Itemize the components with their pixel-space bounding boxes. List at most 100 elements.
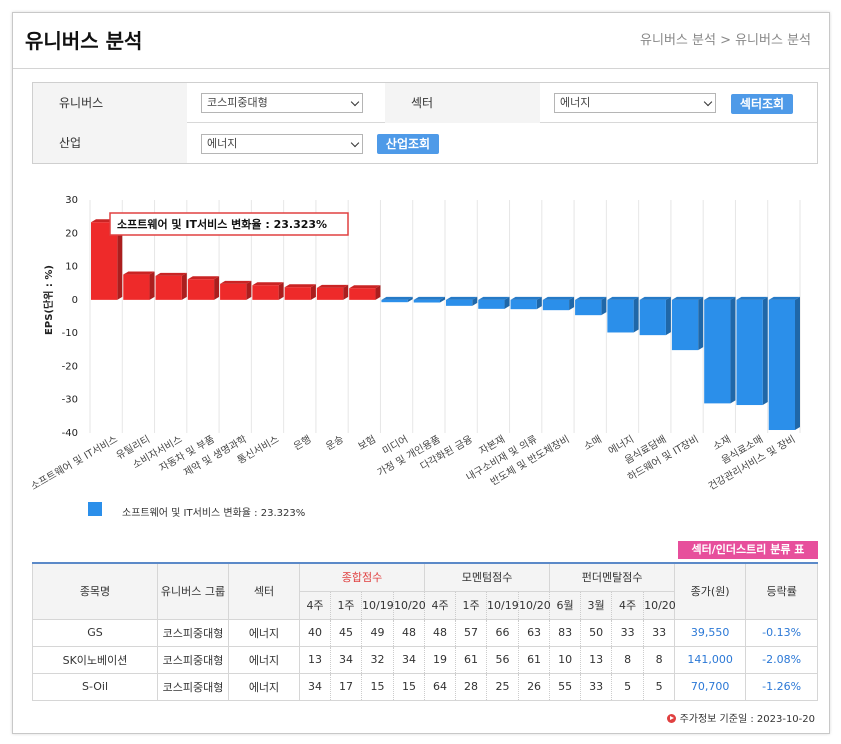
bar-top — [316, 284, 349, 288]
bar — [542, 296, 575, 311]
subcol-fundamental-3[interactable]: 10/20 — [643, 590, 676, 620]
subcol-momentum-1[interactable]: 1주 — [455, 590, 488, 620]
industry-search-button[interactable]: 산업조회 — [377, 134, 439, 154]
subcol-total-0[interactable]: 4주 — [299, 590, 331, 620]
sector-select-value: 에너지 — [560, 96, 591, 109]
change-cell: -2.08% — [745, 645, 819, 674]
bar-top — [575, 296, 607, 300]
bar-top — [607, 296, 639, 300]
sector-select[interactable]: 에너지 — [554, 93, 716, 113]
bar-side — [472, 296, 478, 306]
change-cell: -0.13% — [745, 618, 819, 647]
bar-side — [375, 285, 381, 300]
col-momentum-score[interactable]: 모멘텀점수 — [424, 562, 551, 592]
bar-front — [671, 299, 699, 351]
subcol-fundamental-1[interactable]: 3월 — [580, 590, 613, 620]
bar-front — [187, 279, 215, 300]
fundamental-score-cell: 13 — [580, 645, 613, 674]
bar — [155, 272, 187, 300]
x-tick-label: 소매 — [582, 433, 604, 453]
table-row[interactable]: GS 코스피중대형 에너지 40 45 49 48 48 57 66 63 83 50 33 33 39,55… — [32, 618, 819, 647]
sector-label: 섹터 — [385, 83, 540, 123]
stock-name-cell[interactable]: GS — [32, 618, 158, 647]
stock-name-cell[interactable]: S-Oil — [32, 672, 158, 701]
classification-table-button[interactable]: 섹터/인더스트리 분류 표 — [678, 541, 818, 559]
total-score-cell: 40 — [299, 618, 331, 647]
price-cell: 70,700 — [674, 672, 747, 701]
bar-front — [607, 299, 634, 333]
universe-select-value: 코스피중대형 — [207, 96, 268, 109]
momentum-score-cell: 26 — [518, 672, 551, 701]
bar-front — [446, 299, 473, 306]
bar-front — [252, 285, 279, 300]
chevron-down-icon — [350, 138, 360, 148]
bar-front — [381, 299, 408, 303]
table-row[interactable]: SK이노베이션 코스피중대형 에너지 13 34 32 34 19 61 56 61 10 13 8 8 14… — [32, 645, 819, 674]
filter-panel: 유니버스 코스피중대형 섹터 에너지 섹터조회 산업 에너지 산업조회 — [32, 82, 818, 164]
subcol-momentum-0[interactable]: 4주 — [424, 590, 457, 620]
sector-cell: 에너지 — [228, 645, 300, 674]
play-circle-icon — [666, 714, 676, 723]
universe-select[interactable]: 코스피중대형 — [201, 93, 363, 113]
x-tick-label: 소프트웨어 및 IT서비스 — [29, 433, 120, 490]
score-table: 종목명 유니버스 그룹 섹터 종합점수 모멘텀점수 펀더멘탈점수 종가(원) 등… — [32, 562, 819, 701]
bar-side — [795, 296, 800, 431]
momentum-score-cell: 66 — [486, 618, 520, 647]
subcol-momentum-2[interactable]: 10/19 — [486, 590, 520, 620]
fundamental-score-cell: 83 — [549, 618, 582, 647]
col-price: 종가(원) — [674, 562, 747, 620]
bar — [220, 280, 252, 300]
table-row[interactable]: S-Oil 코스피중대형 에너지 34 17 15 15 64 28 25 26 55 33 5 5 70,7… — [32, 672, 819, 701]
y-tick-label: 20 — [65, 228, 78, 239]
bar — [316, 284, 349, 300]
chart-tooltip: 소프트웨어 및 IT서비스 변화율 : 23.323% — [109, 212, 349, 236]
momentum-score-cell: 57 — [455, 618, 488, 647]
bar-front — [349, 288, 376, 300]
total-score-cell: 49 — [361, 618, 394, 647]
change-cell: -1.26% — [745, 672, 819, 701]
filter-row-industry: 산업 에너지 산업조회 — [33, 123, 817, 163]
bar — [736, 296, 768, 406]
total-score-cell: 45 — [330, 618, 362, 647]
bar — [284, 284, 316, 300]
fundamental-score-cell: 33 — [611, 618, 645, 647]
bar-top — [671, 296, 704, 300]
subcol-total-1[interactable]: 1주 — [330, 590, 362, 620]
bar-front — [220, 283, 247, 300]
subcol-fundamental-0[interactable]: 6월 — [549, 590, 582, 620]
col-change: 등락률 — [745, 562, 819, 620]
tooltip-text: 소프트웨어 및 IT서비스 변화율 : 23.323% — [117, 217, 327, 231]
bar — [252, 282, 284, 300]
bar — [671, 296, 704, 351]
stock-name-cell[interactable]: SK이노베이션 — [32, 645, 158, 674]
fundamental-score-cell: 10 — [549, 645, 582, 674]
bar — [704, 296, 736, 404]
bar-top — [220, 280, 252, 284]
price-date-note: 주가정보 기준일 : 2023-10-20 — [666, 710, 815, 725]
bar — [349, 285, 381, 300]
bar-side — [504, 296, 510, 309]
group-cell: 코스피중대형 — [157, 672, 229, 701]
subcol-total-3[interactable]: 10/20 — [392, 590, 426, 620]
momentum-score-cell: 48 — [424, 618, 457, 647]
subcol-fundamental-2[interactable]: 4주 — [611, 590, 645, 620]
col-fundamental-score[interactable]: 펀더멘탈점수 — [549, 562, 676, 592]
chevron-down-icon — [350, 97, 360, 107]
col-total-score[interactable]: 종합점수 — [298, 562, 426, 592]
bar-front — [155, 275, 182, 300]
bar — [639, 296, 671, 336]
bar-side — [601, 296, 607, 316]
group-cell: 코스피중대형 — [157, 645, 229, 674]
industry-select[interactable]: 에너지 — [201, 134, 363, 154]
y-tick-label: 0 — [72, 295, 78, 306]
bar-side — [730, 296, 736, 404]
tooltip-box — [109, 212, 349, 236]
momentum-score-cell: 63 — [518, 618, 551, 647]
bar-top — [284, 284, 316, 288]
sector-search-button[interactable]: 섹터조회 — [731, 94, 793, 114]
subcol-total-2[interactable]: 10/19 — [361, 590, 394, 620]
subcol-momentum-3[interactable]: 10/20 — [518, 590, 551, 620]
y-tick-label: -40 — [62, 428, 78, 439]
bar-front — [575, 299, 602, 316]
